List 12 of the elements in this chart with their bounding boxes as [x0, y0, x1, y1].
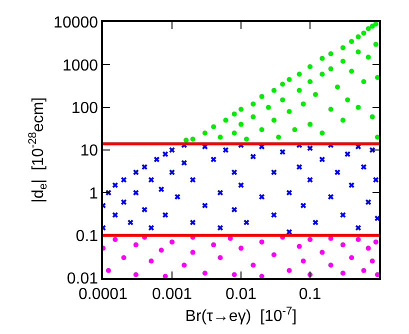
y-tick-label: 0.01	[66, 270, 98, 288]
y-tick-label: 0.1	[76, 228, 98, 245]
y-tick-label: 10000	[54, 14, 98, 32]
y-tick-label: 10	[80, 142, 98, 160]
y-tick-label: 1	[89, 185, 98, 202]
y-tick-label: 1000	[62, 57, 98, 74]
x-tick-label: 0.0001	[78, 286, 128, 303]
x-tick-label: 0.001	[152, 286, 192, 303]
x-axis-title: Br(τ→eγ) [10$^{-7}$]	[185, 305, 297, 326]
y-tick-label: 100	[71, 100, 98, 117]
x-tick-label: 0.01	[225, 286, 257, 303]
x-tick-label: 0.1	[298, 286, 322, 303]
